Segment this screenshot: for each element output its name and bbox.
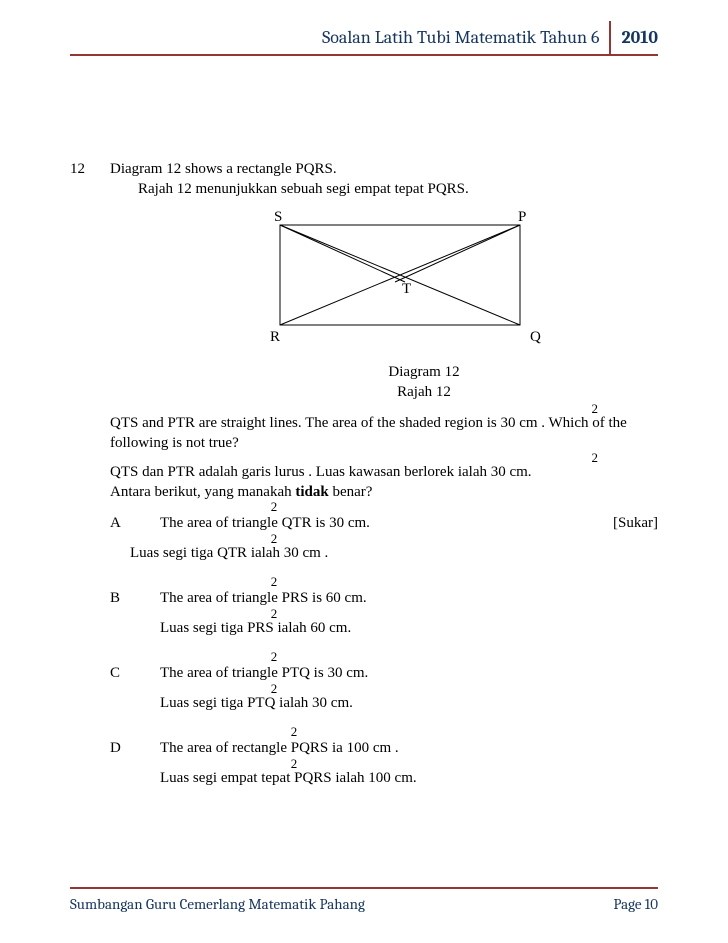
rectangle-diagram: S P R Q T [250,207,550,357]
label-Q: Q [530,329,541,345]
footer-left: Sumbangan Guru Cemerlang Matematik Pahan… [70,895,365,913]
sup-A-ms: 2 [110,534,658,544]
option-A: A The area of triangle QTR is 30 cm. [Su… [110,514,658,534]
option-A-tag: [Sukar] [613,514,658,534]
sup-marker-stub: 2 [110,404,658,414]
option-B-letter: B [110,589,160,609]
option-D: D The area of rectangle PQRS ia 100 cm . [110,739,658,759]
label-P: P [518,209,526,225]
option-A-letter: A [110,514,160,534]
footer-right: Page 10 [613,895,658,913]
content-area: 12 Diagram 12 shows a rectangle PQRS. Ra… [70,160,658,788]
stub-ms1: QTS dan PTR adalah garis lurus . Luas ka… [110,463,658,483]
option-A-en: The area of triangle QTR is 30 cm. [160,515,370,531]
option-D-en: The area of rectangle PQRS ia 100 cm . [160,739,658,759]
sup-B-ms: 2 [110,609,658,619]
header-title: Soalan Latih Tubi Matematik Tahun 6 [322,21,611,55]
sup-C-en: 2 [110,652,658,662]
option-A-body: The area of triangle QTR is 30 cm. [Suka… [160,514,658,534]
option-D-letter: D [110,739,160,759]
sup-D-ms: 2 [110,759,658,769]
stub-ms2: Antara berikut, yang manakah tidak benar… [110,483,658,503]
question-number: 12 [70,160,110,788]
question-line2-ms: Rajah 12 menunjukkan sebuah segi empat t… [110,180,658,200]
option-D-ms: Luas segi empat tepat PQRS ialah 100 cm. [110,769,658,789]
diagram-container: S P R Q T [110,207,658,357]
stub-en: QTS and PTR are straight lines. The area… [110,414,658,453]
stub-ms2-post: benar? [329,484,373,500]
option-C: C The area of triangle PTQ is 30 cm. [110,664,658,684]
option-B-en: The area of triangle PRS is 60 cm. [160,589,658,609]
sup-marker-stub2: 2 [110,453,658,463]
diagram-caption-ms: Rajah 12 [190,383,658,403]
label-S: S [274,209,282,225]
option-C-en: The area of triangle PTQ is 30 cm. [160,664,658,684]
header-year: 2010 [611,21,658,55]
sup-B-en: 2 [110,577,658,587]
question-body: Diagram 12 shows a rectangle PQRS. Rajah… [110,160,658,788]
option-C-letter: C [110,664,160,684]
stub-ms2-pre: Antara berikut, yang manakah [110,484,295,500]
stub-ms2-bold: tidak [295,484,328,500]
sup-A-en: 2 [110,502,658,512]
label-R: R [270,329,280,345]
option-C-ms: Luas segi tiga PTQ ialah 30 cm. [110,694,658,714]
option-A-ms: Luas segi tiga QTR ialah 30 cm . [110,544,658,564]
sup-C-ms: 2 [110,684,658,694]
page-footer: Sumbangan Guru Cemerlang Matematik Pahan… [70,887,658,913]
label-T: T [402,281,411,297]
question-row: 12 Diagram 12 shows a rectangle PQRS. Ra… [70,160,658,788]
option-B-ms: Luas segi tiga PRS ialah 60 cm. [110,619,658,639]
diagram-caption-en: Diagram 12 [190,363,658,383]
question-line1-en: Diagram 12 shows a rectangle PQRS. [110,160,658,180]
stub-block: 2 QTS and PTR are straight lines. The ar… [110,404,658,502]
option-B: B The area of triangle PRS is 60 cm. [110,589,658,609]
page-header: Soalan Latih Tubi Matematik Tahun 6 2010 [70,22,658,56]
sup-D-en: 2 [110,727,658,737]
